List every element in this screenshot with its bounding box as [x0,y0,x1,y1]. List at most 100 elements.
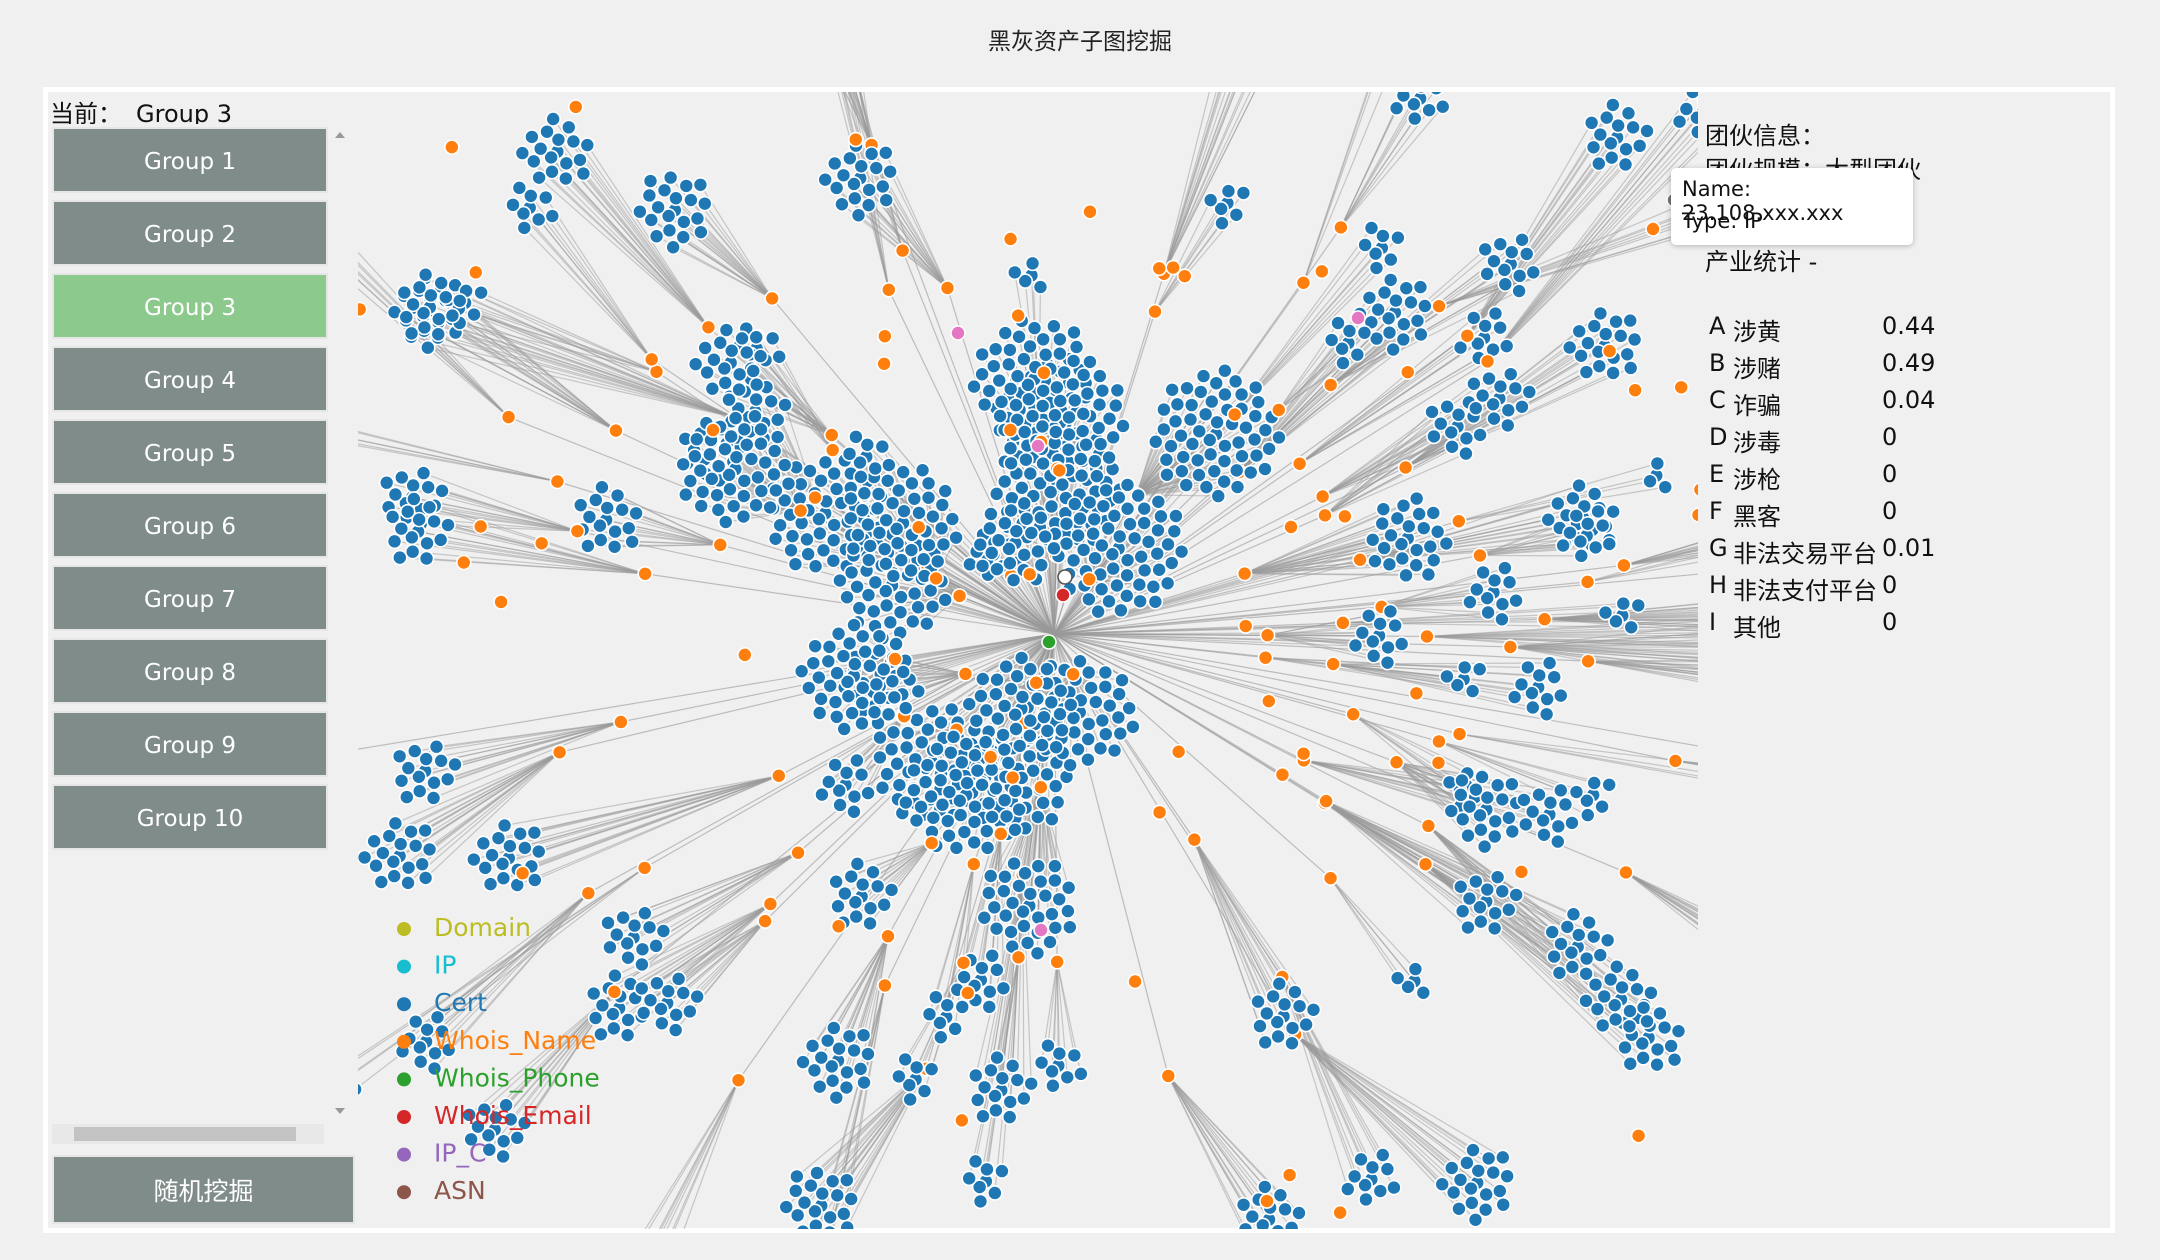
node [634,956,650,973]
group-button[interactable]: Group 4 [52,346,328,412]
node [824,1173,841,1190]
stat-name: 其他 [1733,614,1781,642]
group-button[interactable]: Group 1 [52,127,328,193]
node [1014,479,1030,496]
node [687,448,703,465]
edge [842,985,886,1229]
node [800,680,817,696]
group-button[interactable]: Group 6 [52,492,328,558]
node [899,725,916,741]
group-button[interactable]: Group 5 [52,419,328,485]
group-button[interactable]: Group 3 [52,273,328,339]
node [418,550,435,567]
node [903,562,919,579]
node [972,1193,989,1210]
node [1603,149,1620,166]
node [990,532,1007,548]
node [624,534,640,550]
node [871,628,888,645]
node [1514,231,1530,248]
edge [395,751,560,824]
node [822,1209,838,1226]
edge [1053,537,1408,635]
node [878,556,894,572]
node [1471,661,1488,677]
node [1023,525,1040,541]
node [1107,397,1124,414]
node [717,514,734,530]
node [1075,542,1092,558]
node [996,883,1012,899]
node [620,949,636,966]
horizontal-scrollbar[interactable] [52,1124,324,1144]
edge [1193,839,1266,1043]
node [1003,502,1019,519]
node [1158,451,1175,468]
node [1217,438,1233,454]
node [689,210,706,227]
node [418,751,434,767]
vertical-scrollbar[interactable] [330,128,350,1118]
random-mine-button[interactable]: 随机挖掘 [52,1155,355,1224]
group-button[interactable]: Group 9 [52,711,328,777]
node [1030,909,1047,926]
node [1380,639,1396,656]
group-button[interactable]: Group 8 [52,638,328,704]
node [545,111,561,127]
node [1032,279,1049,295]
node [1395,92,1412,104]
node [898,739,915,756]
node [575,165,592,182]
node [420,339,436,356]
node [1477,318,1493,334]
scroll-thumb[interactable] [74,1127,296,1141]
edge [1053,564,1624,635]
node [1551,965,1568,981]
group-button[interactable]: Group 7 [52,565,328,631]
node [1220,183,1237,199]
node [968,712,985,729]
node [1214,215,1230,231]
node [1361,289,1378,306]
group-button[interactable]: Group 2 [52,200,328,266]
node [650,199,666,216]
node [1376,540,1392,556]
group-button[interactable]: Group 10 [52,784,328,850]
node [1098,482,1114,499]
node [933,520,950,537]
node [1283,519,1299,535]
legend-label: IP [434,951,456,980]
node [1033,922,1049,938]
node [1284,1020,1301,1036]
node [1398,280,1415,296]
node [1043,694,1060,711]
node [885,724,902,741]
edge [885,199,948,289]
node [863,146,880,162]
node [1475,564,1491,581]
node [1271,402,1287,418]
scroll-up[interactable] [335,132,345,138]
node [1382,272,1399,288]
node [1270,1028,1286,1045]
stat-value: 0 [1882,460,1898,488]
node [846,788,863,805]
edge [609,852,799,948]
node [565,133,582,150]
node [1318,793,1334,809]
node [1565,490,1581,507]
node [649,975,665,992]
node [1524,803,1541,820]
node [533,535,550,552]
node [941,784,958,800]
node [1649,1056,1665,1073]
node [1257,1179,1273,1195]
node [753,421,769,438]
node [1425,505,1442,521]
node [1045,1077,1061,1094]
edge [1163,92,1256,275]
node [1614,979,1630,996]
node [1412,279,1429,295]
node [876,896,893,913]
scroll-down[interactable] [335,1108,345,1114]
